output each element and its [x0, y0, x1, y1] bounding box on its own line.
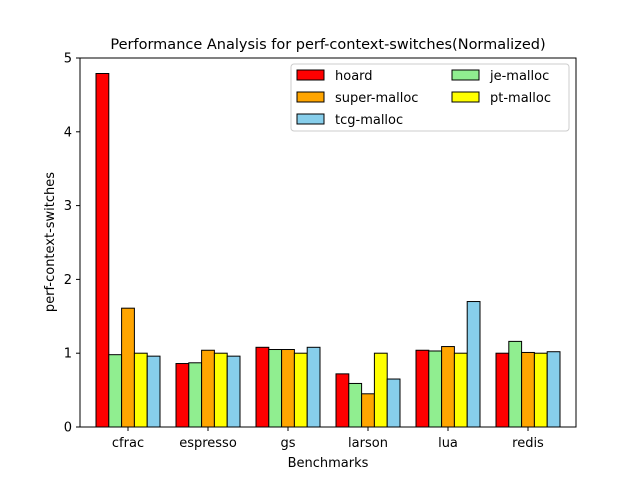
legend-swatch-pt-malloc [451, 91, 480, 103]
y-tick-label: 3 [64, 199, 72, 214]
bar-je-malloc-redis [508, 340, 523, 428]
bar-super-malloc-lua [441, 346, 455, 428]
x-tick-label-lua: lua [438, 436, 458, 451]
legend-swatch-je-malloc [451, 69, 480, 81]
bar-je-malloc-gs [268, 349, 283, 428]
bar-tcg-malloc-larson [386, 378, 401, 428]
x-tick-label-redis: redis [512, 436, 544, 451]
x-axis-label: Benchmarks [288, 456, 369, 471]
bar-pt-malloc-redis [533, 352, 548, 428]
bar-tcg-malloc-lua [466, 301, 481, 428]
axes-frame [79, 57, 577, 428]
bar-pt-malloc-espresso [213, 352, 228, 428]
x-tick-label-espresso: espresso [179, 436, 237, 451]
bar-hoard-cfrac [95, 73, 110, 428]
legend-swatch-hoard [296, 69, 325, 81]
y-tick-label: 0 [64, 421, 72, 436]
y-tick-label: 4 [64, 125, 72, 140]
y-tick-label: 5 [64, 52, 72, 67]
bar-super-malloc-espresso [201, 349, 215, 428]
bar-pt-malloc-larson [373, 352, 388, 428]
bar-je-malloc-larson [348, 382, 363, 428]
bar-je-malloc-cfrac [108, 354, 123, 428]
bar-hoard-larson [335, 373, 350, 428]
y-axis: 0 1 2 3 4 5 [64, 52, 80, 436]
bar-super-malloc-redis [521, 351, 535, 428]
bar-je-malloc-espresso [188, 362, 203, 428]
plot-area [95, 73, 561, 428]
legend: hoard je-malloc super-malloc pt-malloc tcg-m… [290, 63, 570, 132]
legend-label-super-malloc: super-malloc [335, 91, 418, 106]
bar-pt-malloc-cfrac [133, 352, 148, 428]
legend-label-pt-malloc: pt-malloc [490, 91, 551, 106]
bar-je-malloc-lua [428, 350, 443, 428]
bar-hoard-espresso [175, 363, 190, 428]
bar-tcg-malloc-cfrac [146, 355, 161, 428]
chart-title: Performance Analysis for perf-context-sw… [110, 37, 545, 53]
bar-super-malloc-gs [281, 349, 295, 428]
bar-hoard-gs [255, 346, 270, 428]
bar-hoard-lua [415, 349, 430, 428]
legend-label-tcg-malloc: tcg-malloc [335, 113, 403, 128]
bar-tcg-malloc-espresso [226, 355, 241, 428]
y-tick-label: 2 [64, 273, 72, 288]
legend-label-je-malloc: je-malloc [489, 69, 549, 84]
bar-hoard-redis [495, 352, 510, 428]
x-tick-label-cfrac: cfrac [112, 436, 144, 451]
bar-tcg-malloc-gs [306, 346, 321, 428]
legend-swatch-super-malloc [296, 91, 325, 103]
legend-frame [290, 63, 570, 132]
bar-tcg-malloc-redis [546, 351, 561, 428]
legend-label-hoard: hoard [335, 69, 373, 84]
x-tick-label-larson: larson [348, 436, 388, 451]
bar-super-malloc-cfrac [121, 307, 135, 428]
x-tick-label-gs: gs [280, 436, 295, 451]
y-tick-label: 1 [64, 347, 72, 362]
bar-pt-malloc-gs [293, 352, 308, 428]
x-axis: cfrac espresso gs larson lua redis [112, 427, 544, 451]
legend-swatch-tcg-malloc [296, 113, 325, 125]
bar-pt-malloc-lua [453, 352, 468, 428]
bar-super-malloc-larson [361, 393, 375, 428]
y-axis-label: perf-context-switches [43, 172, 58, 312]
